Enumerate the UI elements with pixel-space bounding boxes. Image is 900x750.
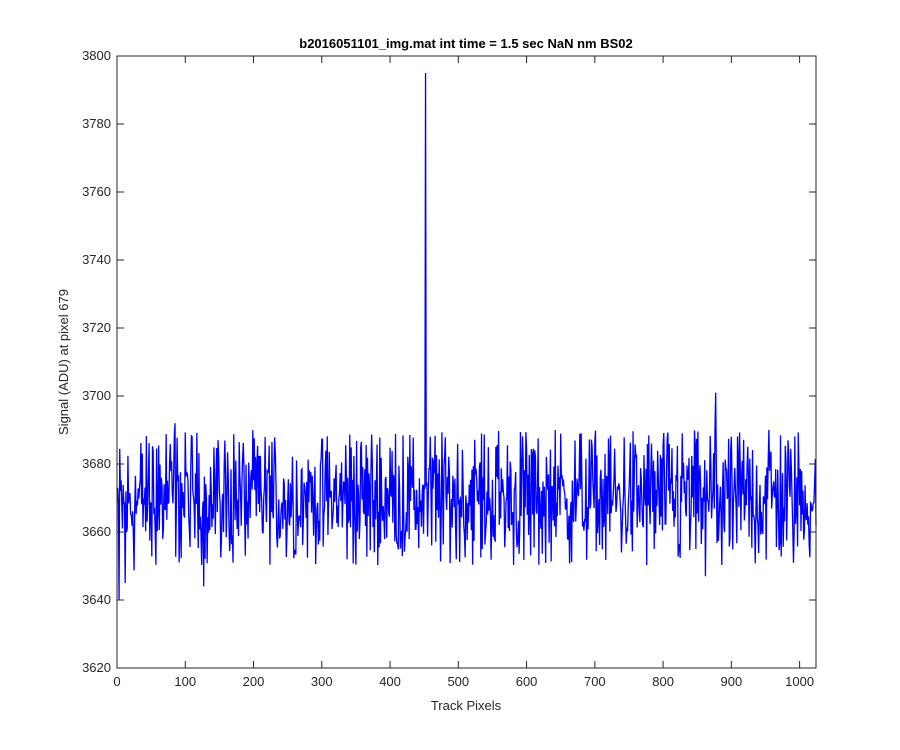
axes-box bbox=[116, 55, 817, 669]
x-tick-label: 700 bbox=[584, 674, 606, 689]
y-axis-label: Signal (ADU) at pixel 679 bbox=[56, 289, 71, 435]
y-tick-label: 3660 bbox=[82, 524, 111, 539]
x-tick-label: 400 bbox=[379, 674, 401, 689]
y-tick-label: 3680 bbox=[82, 456, 111, 471]
x-tick-label: 600 bbox=[516, 674, 538, 689]
y-axis-ticks: 3620 3640 3660 3680 3700 3720 3740 3760 3780 3800 bbox=[82, 48, 816, 675]
y-tick-label: 3640 bbox=[82, 592, 111, 607]
x-tick-label: 200 bbox=[243, 674, 265, 689]
x-tick-label: 500 bbox=[447, 674, 469, 689]
y-tick-label: 3620 bbox=[82, 660, 111, 675]
y-tick-label: 3800 bbox=[82, 48, 111, 63]
x-tick-label: 800 bbox=[652, 674, 674, 689]
plot-area bbox=[117, 56, 816, 668]
x-tick-label: 900 bbox=[721, 674, 743, 689]
y-tick-label: 3720 bbox=[82, 320, 111, 335]
y-tick-label: 3780 bbox=[82, 116, 111, 131]
chart-title: b2016051101_img.mat int time = 1.5 sec N… bbox=[299, 36, 632, 51]
series-layer bbox=[117, 72, 817, 601]
x-tick-label: 1000 bbox=[785, 674, 814, 689]
x-tick-label: 0 bbox=[113, 674, 120, 689]
series-line bbox=[117, 72, 817, 601]
y-tick-label: 3760 bbox=[82, 184, 111, 199]
x-tick-label: 300 bbox=[311, 674, 333, 689]
x-axis-ticks: 0 100 200 300 400 500 600 700 800 900 1000 bbox=[113, 56, 814, 689]
y-tick-label: 3700 bbox=[82, 388, 111, 403]
y-tick-label: 3740 bbox=[82, 252, 111, 267]
x-axis-label: Track Pixels bbox=[431, 698, 502, 713]
x-tick-label: 100 bbox=[174, 674, 196, 689]
